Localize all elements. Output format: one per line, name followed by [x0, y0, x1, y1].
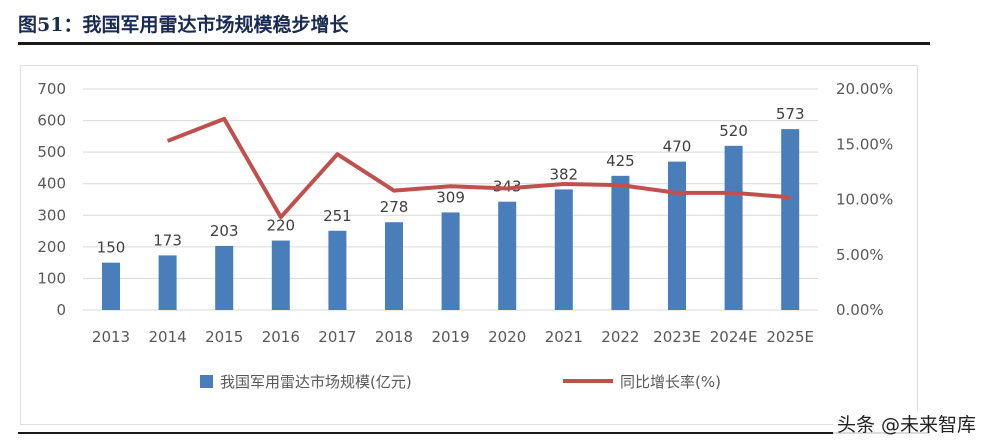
x-tick-label: 2015 [205, 328, 243, 346]
x-tick-label: 2016 [262, 328, 300, 346]
bar [611, 175, 630, 310]
bar [441, 212, 460, 310]
x-tick-label: 2017 [318, 328, 356, 346]
bar-data-label: 425 [606, 152, 635, 170]
bar-data-label: 150 [97, 239, 126, 257]
bar [158, 255, 177, 310]
bar [554, 189, 573, 310]
bar [102, 262, 120, 310]
bar [668, 161, 686, 310]
x-tick-label: 2019 [432, 328, 470, 346]
bar-data-label: 520 [719, 122, 748, 140]
legend-label-line: 同比增长率(%) [620, 373, 721, 391]
bar-data-label: 309 [436, 188, 465, 206]
x-tick-label: 2018 [375, 328, 413, 346]
legend-swatch-bar [200, 375, 213, 388]
watermark: 头条 @未来智库 [832, 410, 980, 437]
x-tick-label: 2014 [149, 328, 187, 346]
left-tick-label: 400 [37, 175, 66, 193]
bar-data-label: 203 [210, 222, 239, 240]
left-tick-label: 200 [37, 238, 66, 256]
x-tick-label: 2024E [710, 328, 758, 346]
bar [328, 230, 347, 310]
right-tick-label: 5.00% [836, 246, 884, 264]
title-rule [18, 42, 930, 45]
bar-data-label: 382 [549, 165, 578, 183]
bar [271, 240, 290, 310]
bar [385, 222, 403, 310]
x-tick-label: 2020 [488, 328, 526, 346]
x-tick-label: 2023E [653, 328, 701, 346]
bar [781, 129, 800, 310]
right-tick-label: 10.00% [836, 191, 893, 209]
bar [724, 145, 743, 310]
left-tick-label: 700 [37, 80, 66, 98]
left-tick-label: 500 [37, 143, 66, 161]
left-tick-label: 600 [37, 112, 66, 130]
bar-data-label: 278 [380, 198, 409, 216]
left-tick-label: 0 [56, 301, 66, 319]
bar-data-label: 251 [323, 207, 352, 225]
left-tick-label: 300 [37, 206, 66, 224]
right-tick-label: 15.00% [836, 135, 893, 153]
chart-frame [20, 65, 918, 425]
bar-data-label: 573 [776, 105, 805, 123]
right-tick-label: 0.00% [836, 301, 884, 319]
x-tick-label: 2013 [92, 328, 130, 346]
left-tick-label: 100 [37, 269, 66, 287]
bottom-rule [18, 432, 930, 434]
bar-data-label: 220 [266, 217, 295, 235]
bar [215, 245, 234, 310]
figure-title: 图51：我国军用雷达市场规模稳步增长 [18, 14, 349, 36]
x-tick-label: 2022 [601, 328, 639, 346]
x-tick-label: 2025E [766, 328, 814, 346]
right-tick-label: 20.00% [836, 80, 893, 98]
growth-rate-line [166, 116, 791, 220]
bar-data-label: 470 [663, 138, 692, 156]
x-tick-label: 2021 [545, 328, 583, 346]
legend-label-bar: 我国军用雷达市场规模(亿元) [220, 373, 412, 391]
bar-data-label: 173 [153, 231, 182, 249]
bar [498, 201, 517, 310]
